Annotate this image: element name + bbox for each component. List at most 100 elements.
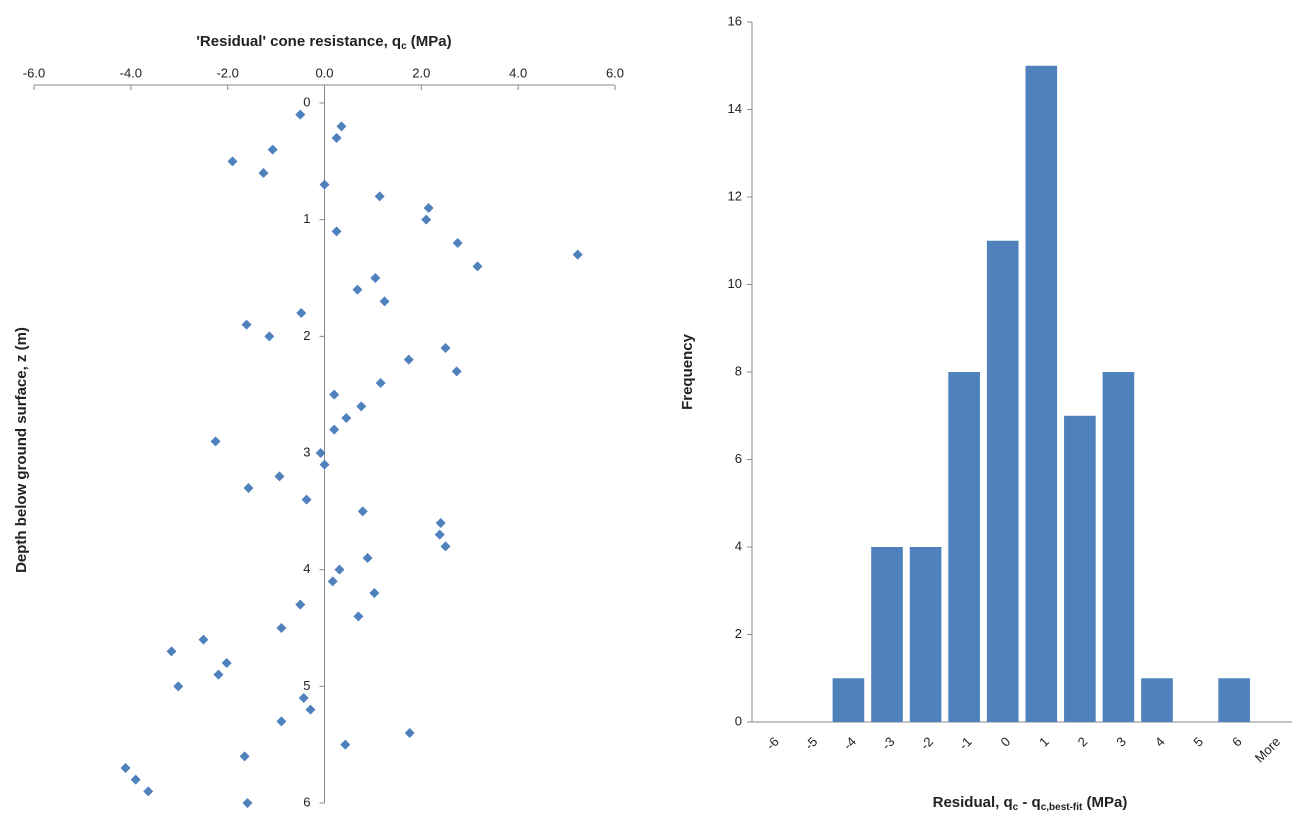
data-point: [352, 284, 363, 295]
y-tick-label: 4: [735, 538, 742, 553]
data-point: [329, 424, 340, 435]
data-point: [353, 611, 364, 622]
data-point: [274, 471, 285, 482]
data-point: [267, 144, 278, 155]
x-tick-label: 2: [1075, 734, 1091, 750]
data-point: [329, 389, 340, 400]
y-tick-label: 16: [728, 13, 742, 28]
x-tick-label: -3: [879, 734, 898, 753]
data-point: [440, 541, 451, 552]
y-axis-title: Depth below ground surface, z (m): [13, 327, 30, 573]
data-point: [120, 763, 131, 773]
data-point: [451, 366, 462, 377]
x-axis-title-sub: c,best-fit: [1041, 802, 1083, 813]
data-point: [331, 133, 342, 143]
data-point: [341, 413, 352, 423]
data-point: [241, 319, 252, 330]
data-point: [379, 296, 390, 307]
data-point: [369, 588, 380, 598]
data-point: [572, 249, 583, 260]
data-point: [356, 401, 367, 412]
y-tick-label: 8: [735, 363, 742, 378]
data-point: [130, 774, 141, 785]
x-tick-label: 2.0: [412, 65, 430, 80]
x-tick-label: -6.0: [23, 65, 45, 80]
bar: [1064, 415, 1096, 722]
x-axis-title-text: Residual, q: [933, 794, 1013, 811]
x-tick-label: 4.0: [509, 65, 527, 80]
y-tick-label: 4: [303, 561, 310, 576]
x-tick-label: 4: [1152, 734, 1168, 750]
x-axis-title-end: (MPa): [1082, 794, 1127, 811]
x-axis-title-text: 'Residual' cone resistance, q: [196, 33, 401, 50]
data-point: [421, 214, 432, 225]
bar: [948, 372, 980, 722]
y-tick-label: 0: [735, 713, 742, 728]
data-point: [374, 191, 385, 202]
data-point: [334, 564, 345, 575]
y-tick-label: 1: [303, 211, 310, 226]
data-point: [331, 226, 342, 237]
data-point: [258, 168, 269, 178]
data-point: [239, 751, 250, 762]
data-point: [327, 576, 338, 587]
data-point: [242, 798, 253, 808]
bar: [1025, 65, 1058, 722]
data-point: [296, 308, 307, 318]
x-tick-label: 1: [1036, 734, 1052, 750]
data-point: [452, 238, 463, 248]
data-point: [276, 623, 287, 633]
x-axis-title-sub: c: [1013, 802, 1019, 813]
data-point: [375, 378, 386, 388]
data-point: [198, 634, 209, 645]
x-tick-label: -1: [956, 734, 975, 753]
x-tick-label: 0: [998, 734, 1014, 750]
data-point: [227, 156, 238, 167]
data-point: [305, 704, 316, 715]
data-point: [370, 273, 381, 283]
y-tick-label: 5: [303, 678, 310, 693]
data-point: [315, 448, 326, 458]
x-axis-title: 'Residual' cone resistance, qc (MPa): [196, 33, 451, 52]
bar: [986, 240, 1019, 722]
y-tick-label: 3: [303, 444, 310, 459]
x-tick-label: -5: [802, 734, 821, 753]
x-axis-title-end: (MPa): [407, 33, 452, 50]
data-point: [357, 506, 368, 517]
x-tick-label: More: [1252, 734, 1284, 766]
y-tick-label: 12: [728, 188, 742, 203]
x-tick-label: 6.0: [606, 65, 624, 80]
data-point: [362, 553, 373, 563]
bar: [1218, 678, 1250, 722]
data-point: [404, 728, 415, 738]
data-point: [173, 681, 184, 692]
y-tick-label: 2: [303, 328, 310, 343]
x-axis-title: Residual, qc - qc,best-fit (MPa): [933, 794, 1128, 813]
x-tick-label: -2: [917, 734, 936, 753]
data-point: [472, 261, 483, 272]
bar: [1141, 678, 1173, 722]
data-point: [166, 646, 177, 657]
data-point: [213, 669, 224, 680]
x-tick-label: 6: [1229, 734, 1245, 750]
data-point: [301, 494, 312, 505]
data-point: [276, 716, 287, 727]
y-tick-label: 10: [728, 276, 742, 291]
data-point: [435, 518, 446, 528]
data-point: [298, 693, 309, 703]
y-axis-title: Frequency: [679, 333, 696, 410]
data-point: [440, 343, 451, 353]
bar: [909, 547, 942, 722]
y-tick-label: 6: [303, 794, 310, 809]
y-tick-label: 14: [728, 101, 742, 116]
x-axis-title-sub: c: [401, 41, 407, 52]
data-point: [340, 739, 351, 750]
data-point: [264, 331, 275, 342]
y-tick-label: 0: [303, 94, 310, 109]
x-axis-title-mid: - q: [1018, 794, 1041, 811]
y-tick-label: 2: [735, 626, 742, 641]
data-point: [295, 599, 306, 610]
data-point: [319, 179, 330, 190]
data-point: [336, 121, 347, 132]
